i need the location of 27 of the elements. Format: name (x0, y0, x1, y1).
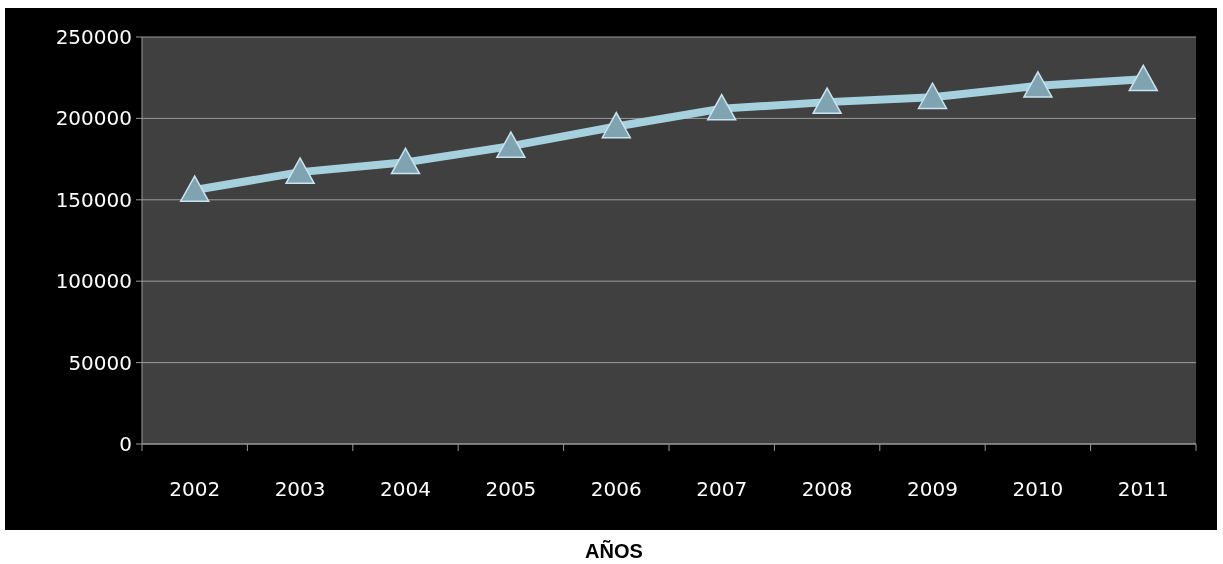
x-tick-label: 2009 (907, 477, 958, 501)
x-tick-label: 2006 (590, 477, 642, 501)
y-tick-label: 0 (119, 432, 132, 456)
point (706, 93, 737, 121)
y-tick-label: 50000 (68, 350, 132, 375)
x-tick-label: 2005 (485, 477, 537, 501)
x-axis-title: AÑOS (585, 540, 643, 562)
point (496, 131, 526, 159)
point (812, 87, 842, 115)
x-tick-label: 2010 (1012, 477, 1064, 501)
x-tick-label: 2004 (380, 477, 431, 501)
y-tick-label: 150000 (55, 187, 132, 212)
point (179, 175, 210, 202)
x-tick-label: 2007 (696, 477, 748, 501)
point (601, 111, 632, 139)
y-tick-label: 200000 (55, 106, 132, 131)
x-tick-label: 2008 (801, 477, 853, 501)
point (917, 82, 948, 110)
point (285, 157, 315, 185)
point (1023, 71, 1053, 98)
point (390, 147, 421, 175)
x-tick-label: 2002 (169, 477, 221, 501)
x-tick-label: 2003 (274, 477, 326, 501)
y-tick-label: 100000 (55, 269, 132, 294)
x-tick-label: 2011 (1117, 477, 1169, 501)
y-tick-label: 250000 (55, 25, 132, 49)
point (1128, 64, 1159, 92)
